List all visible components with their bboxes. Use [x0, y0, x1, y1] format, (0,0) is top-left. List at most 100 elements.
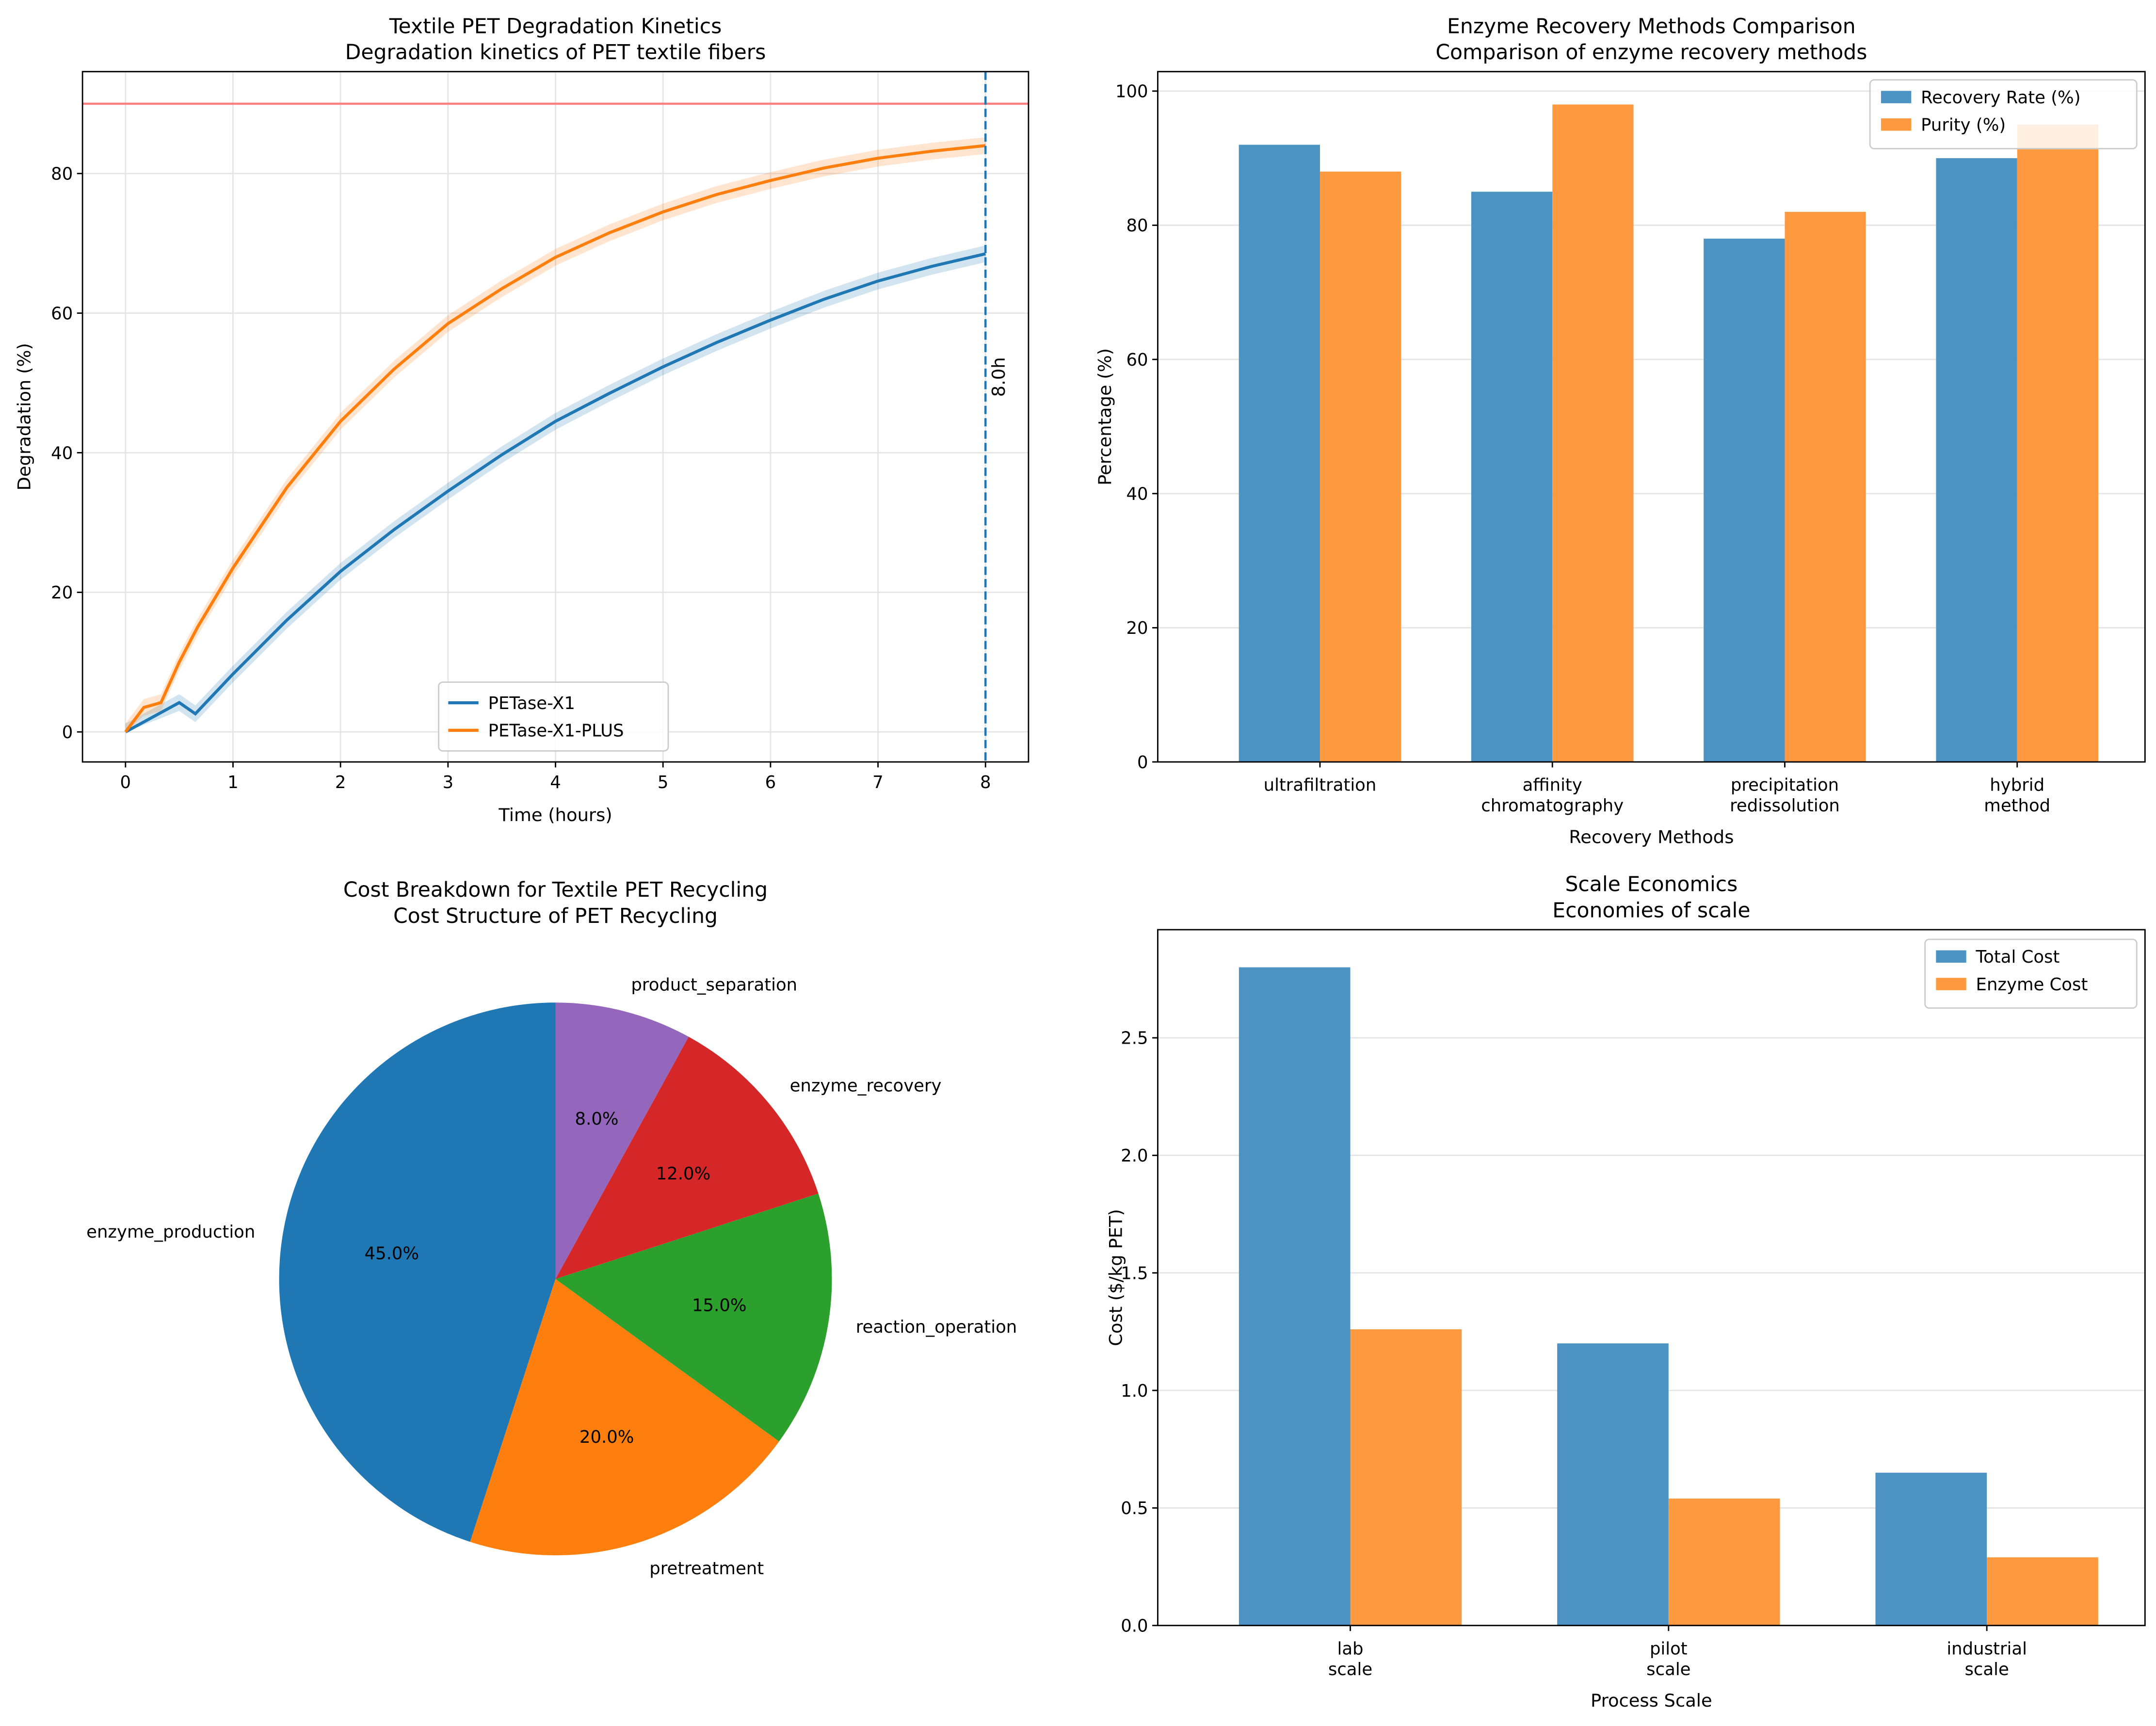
y-tick-label: 0.0 [1121, 1616, 1148, 1636]
y-tick-label: 2.5 [1121, 1029, 1148, 1049]
pie-slice-pretreatment [470, 1279, 779, 1556]
series-line-petase-x1-plus [124, 144, 986, 733]
x-tick-label: 8 [980, 773, 991, 792]
legend-box [1924, 938, 2138, 1009]
pie-slice-product-separation [555, 1002, 689, 1279]
bar-total-cost-0 [1239, 967, 1351, 1626]
pie-slice-enzyme-recovery [555, 1036, 819, 1279]
bar-enzyme-cost-0 [1350, 1329, 1462, 1626]
legend-label: PETase-X1-PLUS [488, 721, 624, 741]
y-tick-label: 0.5 [1121, 1499, 1148, 1518]
bar-enzyme-cost-2 [1987, 1557, 2098, 1626]
y-tick-label: 80 [51, 164, 73, 184]
x-tick-label: scale [1964, 1660, 2009, 1679]
pie-label: pretreatment [649, 1559, 764, 1579]
legend-box [1869, 79, 2138, 149]
y-tick-label: 40 [51, 443, 73, 463]
x-tick-label: redissolution [1730, 796, 1840, 816]
x-axis-label: Time (hours) [498, 805, 612, 825]
pie-slice-enzyme-production [279, 1002, 556, 1542]
x-axis-label: Process Scale [1591, 1690, 1712, 1711]
pie-percent-label: 20.0% [579, 1427, 634, 1447]
bar-purity--2 [1785, 211, 1866, 762]
x-tick-label: industrial [1947, 1639, 2027, 1659]
chart-title: Textile PET Degradation Kinetics [389, 15, 722, 38]
y-axis-label: Degradation (%) [14, 343, 34, 490]
bar-recovery-rate--2 [1704, 239, 1785, 762]
y-tick-label: 0 [62, 723, 73, 742]
bar-purity--0 [1319, 171, 1401, 762]
pie-label: enzyme_recovery [790, 1076, 942, 1096]
pie-percent-label: 15.0% [692, 1295, 747, 1315]
pie-label: enzyme_production [86, 1222, 255, 1242]
bar-purity--3 [2017, 124, 2099, 762]
x-tick-label: 1 [227, 773, 239, 792]
x-tick-label: 4 [550, 773, 561, 792]
y-tick-label: 60 [51, 304, 73, 323]
legend-label: PETase-X1 [488, 694, 575, 713]
pie-percent-label: 45.0% [364, 1243, 419, 1263]
legend-box [438, 681, 669, 752]
chart-subtitle: Economies of scale [1552, 899, 1750, 923]
x-tick-label: 6 [765, 773, 776, 792]
x-tick-label: affinity [1523, 775, 1582, 795]
pie-slice-reaction-operation [555, 1194, 832, 1442]
x-tick-label: 7 [872, 773, 884, 792]
chart-title: Enzyme Recovery Methods Comparison [1447, 15, 1856, 38]
degradation-kinetics-chart: Textile PET Degradation Kinetics Degradat… [14, 15, 1030, 825]
pie-percent-label: 8.0% [575, 1109, 619, 1129]
legend: Total Cost Enzyme Cost [1924, 938, 2138, 1009]
x-tick-label: pilot [1650, 1639, 1688, 1659]
legend-label: Enzyme Cost [1976, 975, 2088, 995]
x-tick-label: 0 [120, 773, 131, 792]
x-tick-label: 3 [443, 773, 454, 792]
x-tick-label: scale [1328, 1660, 1372, 1679]
bar-purity--1 [1552, 104, 1634, 762]
legend-swatch [1936, 978, 1966, 990]
chart-title: Scale Economics [1565, 873, 1738, 897]
bar-total-cost-2 [1875, 1472, 1987, 1626]
x-tick-label: lab [1337, 1639, 1363, 1659]
y-tick-label: 60 [1126, 350, 1148, 370]
legend-swatch [1936, 950, 1966, 963]
pie-percent-label: 12.0% [656, 1164, 711, 1184]
y-tick-label: 1.0 [1121, 1381, 1148, 1401]
bar-recovery-rate--0 [1239, 145, 1320, 762]
x-tick-label: 2 [335, 773, 346, 792]
legend: Recovery Rate (%) Purity (%) [1869, 79, 2138, 149]
x-tick-label: precipitation [1731, 775, 1839, 795]
legend-label: Purity (%) [1921, 115, 2006, 135]
legend-label: Recovery Rate (%) [1921, 88, 2080, 108]
y-tick-label: 100 [1115, 82, 1148, 102]
y-axis-label: Percentage (%) [1094, 348, 1115, 485]
chart-subtitle: Degradation kinetics of PET textile fibe… [345, 41, 766, 65]
chart-title: Cost Breakdown for Textile PET Recycling [343, 878, 768, 902]
y-tick-label: 0 [1137, 753, 1148, 773]
y-tick-label: 40 [1126, 484, 1148, 504]
chart-subtitle: Cost Structure of PET Recycling [393, 904, 718, 928]
y-axis-label: Cost ($/kg PET) [1106, 1209, 1126, 1346]
x-tick-label: 5 [658, 773, 669, 792]
y-tick-label: 2.0 [1121, 1146, 1148, 1166]
x-axis-label: Recovery Methods [1569, 826, 1734, 847]
bar-recovery-rate--1 [1471, 192, 1553, 762]
legend: PETase-X1 PETase-X1-PLUS [438, 681, 669, 752]
bar-enzyme-cost-1 [1668, 1499, 1780, 1626]
x-tick-label: ultrafiltration [1264, 775, 1377, 795]
chart-subtitle: Comparison of enzyme recovery methods [1435, 41, 1867, 65]
y-tick-label: 20 [1126, 618, 1148, 638]
enzyme-recovery-chart: Enzyme Recovery Methods Comparison Compar… [1094, 15, 2146, 847]
bar-recovery-rate--3 [1936, 158, 2017, 762]
series-line-petase-x1 [125, 252, 986, 733]
legend-label: Total Cost [1976, 947, 2060, 967]
x-tick-label: scale [1646, 1660, 1690, 1679]
y-tick-label: 80 [1126, 216, 1148, 236]
pie-label: product_separation [631, 975, 797, 995]
y-tick-label: 20 [51, 583, 73, 603]
cost-breakdown-pie: Cost Breakdown for Textile PET Recycling… [86, 878, 1017, 1579]
x-tick-label: chromatography [1481, 796, 1624, 816]
pie-label: reaction_operation [856, 1317, 1017, 1337]
axes-frame [1157, 71, 2146, 763]
